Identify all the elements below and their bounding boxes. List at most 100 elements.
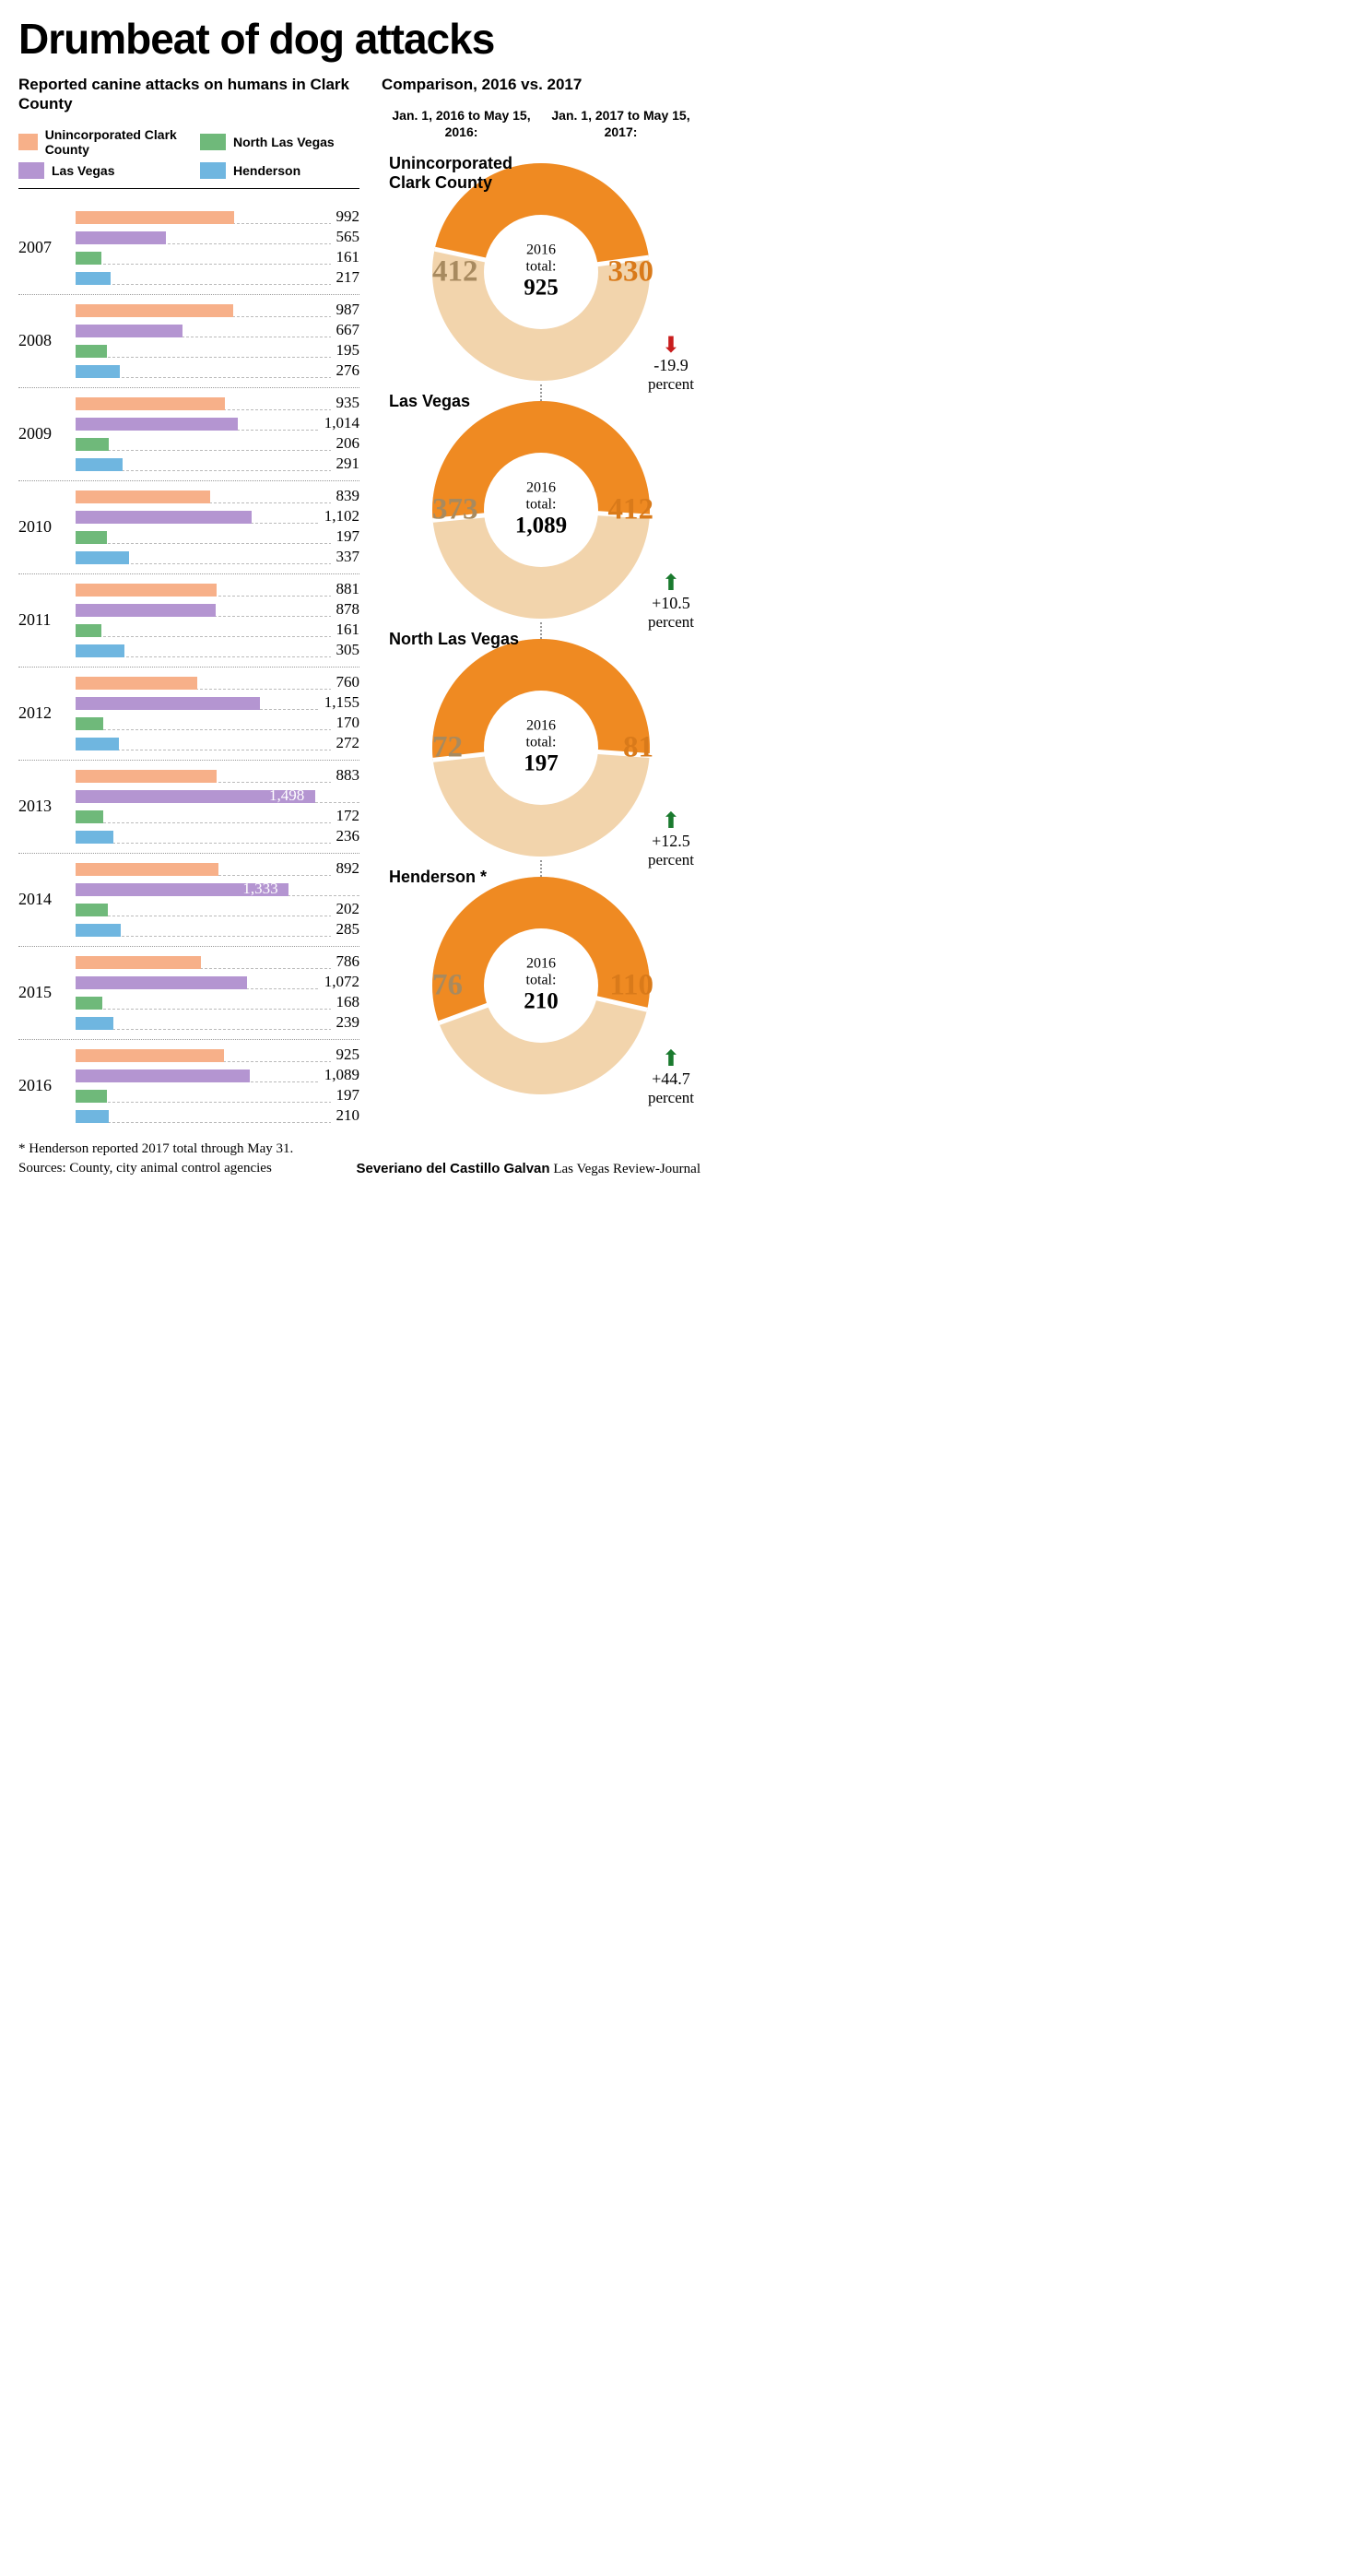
value-2017: 110 <box>609 968 653 1002</box>
donut-block: Unincorporated Clark County2016total:925… <box>382 154 701 390</box>
footnote: * Henderson reported 2017 total through … <box>18 1141 701 1157</box>
year-label: 2009 <box>18 424 65 443</box>
value-2017: 412 <box>608 492 654 526</box>
bar-row: 1,014 <box>76 414 359 434</box>
bar <box>76 677 197 690</box>
bars-container: 9251,089197210 <box>76 1046 359 1127</box>
bar-value: 1,333 <box>242 880 281 898</box>
content-columns: Reported canine attacks on humans in Cla… <box>18 75 701 1132</box>
percent-word: percent <box>648 375 694 394</box>
percent-value: +12.5 <box>648 832 694 851</box>
bars-container: 9351,014206291 <box>76 394 359 475</box>
legend-item: Unincorporated Clark County <box>18 127 178 157</box>
bar <box>76 810 103 823</box>
donut-block: Henderson *2016total:21076110⬆+44.7perce… <box>382 868 701 1104</box>
bar <box>76 490 210 503</box>
year-group: 2008987667195276 <box>18 294 359 387</box>
percent-change: ⬆+44.7percent <box>648 1051 694 1106</box>
bar <box>76 1090 107 1103</box>
bar-value: 892 <box>331 859 360 878</box>
bar <box>76 531 107 544</box>
bar-value: 239 <box>331 1013 360 1032</box>
year-group: 2007992565161217 <box>18 202 359 294</box>
percent-value: +10.5 <box>648 594 694 613</box>
year-label: 2008 <box>18 331 65 350</box>
bar <box>76 211 234 224</box>
bar-row: 197 <box>76 1086 359 1106</box>
credit-author: Severiano del Castillo Galvan <box>356 1161 549 1176</box>
donut-block: Las Vegas2016total:1,089373412⬆+10.5perc… <box>382 392 701 628</box>
bar-value: 236 <box>331 827 360 845</box>
percent-change: ⬆+12.5percent <box>648 813 694 869</box>
bar-row: 168 <box>76 993 359 1013</box>
year-label: 2016 <box>18 1076 65 1095</box>
bar-row: 217 <box>76 268 359 289</box>
bar-value: 878 <box>331 600 360 619</box>
bar-row: 305 <box>76 641 359 661</box>
donut-charts: Unincorporated Clark County2016total:925… <box>382 154 701 1104</box>
total-label: 2016total: <box>524 242 559 276</box>
bar-value: 170 <box>331 714 360 732</box>
bar-chart: 2007992565161217200898766719527620099351… <box>18 202 359 1132</box>
bar <box>76 231 166 244</box>
bar-value: 285 <box>331 920 360 939</box>
bar-row: 206 <box>76 434 359 455</box>
bar-row: 839 <box>76 487 359 507</box>
bar-value: 839 <box>331 487 360 505</box>
bars-container: 8831,498172236 <box>76 766 359 847</box>
donut-center: 2016total:210 <box>524 955 559 1015</box>
arrow-up-icon: ⬆ <box>648 575 694 593</box>
year-group: 2014 892 1,333 202 285 <box>18 853 359 946</box>
bar <box>76 831 113 844</box>
bar-row: 197 <box>76 527 359 548</box>
right-subtitle: Comparison, 2016 vs. 2017 <box>382 75 701 94</box>
bar-row: 987 <box>76 301 359 321</box>
total-label: 2016total: <box>524 717 559 751</box>
bar <box>76 365 120 378</box>
left-column: Reported canine attacks on humans in Cla… <box>18 75 359 1132</box>
bar <box>76 584 217 597</box>
year-group: 20138831,498172236 <box>18 760 359 853</box>
value-2016: 412 <box>432 254 478 289</box>
bar <box>76 1069 250 1082</box>
bar-row: 276 <box>76 361 359 382</box>
legend-item: Las Vegas <box>18 162 178 179</box>
bar <box>76 252 101 265</box>
total-label: 2016total: <box>524 955 559 989</box>
donut-center: 2016total:925 <box>524 242 559 301</box>
bar-value: 217 <box>331 268 360 287</box>
percent-word: percent <box>648 613 694 632</box>
credit: Severiano del Castillo Galvan Las Vegas … <box>356 1161 701 1177</box>
bar-value: 202 <box>331 900 360 918</box>
bar <box>76 738 119 750</box>
bar <box>76 325 182 337</box>
year-group: 2016 9251,089197210 <box>18 1039 359 1132</box>
bar-value: 935 <box>331 394 360 412</box>
legend-swatch <box>200 134 226 150</box>
bar-row: 892 <box>76 859 359 880</box>
year-label: 2014 <box>18 890 65 909</box>
bar-value: 276 <box>331 361 360 380</box>
bar-row: 337 <box>76 548 359 568</box>
bar-row: 1,155 <box>76 693 359 714</box>
bars-container: 992565161217 <box>76 207 359 289</box>
bar <box>76 997 102 1010</box>
legend-item: Henderson <box>200 162 359 179</box>
bar-row: 1,089 <box>76 1066 359 1086</box>
legend-label: North Las Vegas <box>233 135 335 149</box>
bar-value: 992 <box>331 207 360 226</box>
percent-change: ⬆+10.5percent <box>648 575 694 631</box>
bar-row: 992 <box>76 207 359 228</box>
date-range-labels: Jan. 1, 2016 to May 15, 2016: Jan. 1, 20… <box>382 107 701 140</box>
bar-value: 1,072 <box>319 973 359 991</box>
value-2016: 373 <box>432 492 478 526</box>
bar-row: 878 <box>76 600 359 620</box>
value-2017: 330 <box>608 254 654 289</box>
bar <box>76 551 129 564</box>
bar-row: 272 <box>76 734 359 754</box>
percent-change: ⬇-19.9percent <box>648 337 694 393</box>
year-label: 2015 <box>18 983 65 1002</box>
bar <box>76 272 111 285</box>
bar-row: 760 <box>76 673 359 693</box>
legend-swatch <box>18 162 44 179</box>
